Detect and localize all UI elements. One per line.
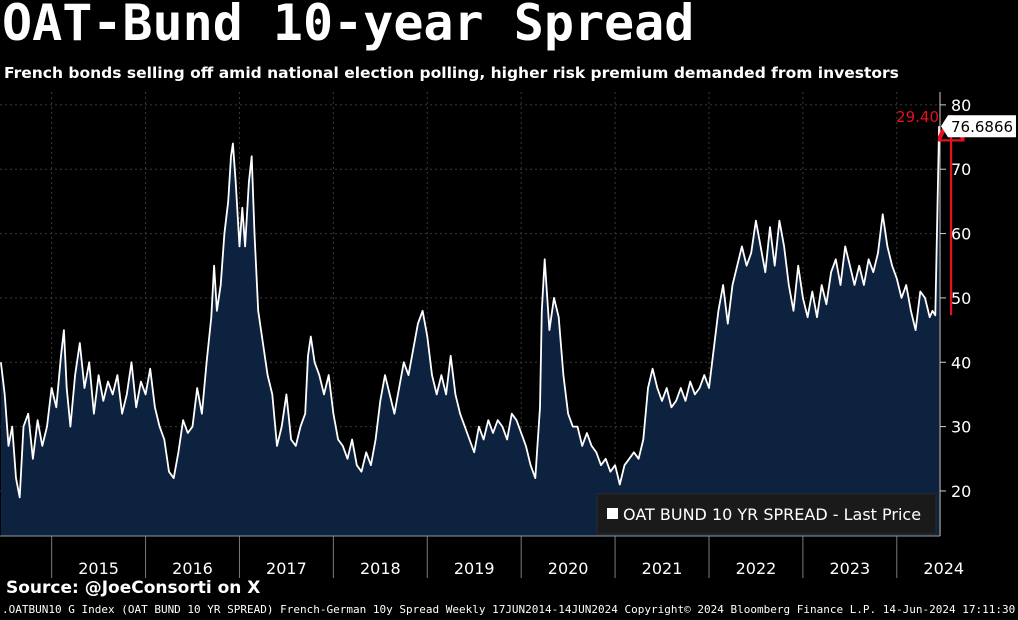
x-tick-label: 2024 (923, 559, 964, 578)
legend-label: OAT BUND 10 YR SPREAD - Last Price (623, 505, 921, 524)
x-tick-label: 2021 (642, 559, 683, 578)
y-tick-label: 30 (951, 418, 971, 437)
y-tick-label: 70 (951, 160, 971, 179)
legend-swatch (607, 508, 618, 519)
footer-note: .OATBUN10 G Index (OAT BUND 10 YR SPREAD… (2, 603, 1016, 616)
last-value-badge (941, 115, 1016, 138)
page-title: OAT-Bund 10-year Spread (2, 0, 695, 52)
series-line (0, 126, 940, 499)
series-area (0, 126, 940, 536)
x-tick-label: 2020 (548, 559, 589, 578)
y-tick-label: 50 (951, 289, 971, 308)
y-tick-label: 60 (951, 225, 971, 244)
legend-box (596, 493, 937, 535)
x-tick-label: 2016 (172, 559, 213, 578)
y-tick-label: 20 (951, 482, 971, 501)
x-tick-label: 2023 (829, 559, 870, 578)
x-tick-label: 2017 (266, 559, 307, 578)
page-subtitle: French bonds selling off amid national e… (4, 64, 899, 82)
x-tick-label: 2015 (78, 559, 119, 578)
last-value-label: 76.6866 (951, 118, 1013, 136)
annotation-label: 29.40 (896, 108, 939, 126)
x-tick-label: 2022 (736, 559, 777, 578)
x-tick-label: 2019 (454, 559, 495, 578)
source-credit: Source: @JoeConsorti on X (6, 578, 261, 598)
y-tick-label: 40 (951, 353, 971, 372)
y-tick-label: 80 (951, 96, 971, 115)
x-tick-label: 2018 (360, 559, 401, 578)
